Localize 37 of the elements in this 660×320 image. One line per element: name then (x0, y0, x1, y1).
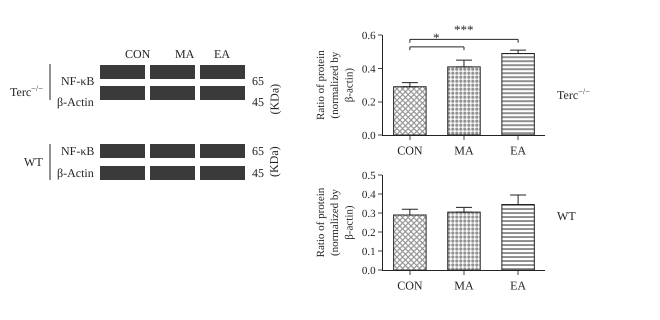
text: WT (24, 155, 44, 169)
y-tick-label: 0.4 (362, 63, 376, 76)
text: (KDa) (268, 84, 282, 114)
x-tick-label: MA (454, 278, 474, 292)
x-tick-label: CON (397, 278, 423, 292)
y-tick-label: 0.4 (362, 188, 376, 201)
y-tick-label: 0.0 (362, 130, 376, 142)
y-axis-title: Ratio of protein (normalized by β-actin) (314, 187, 356, 258)
y-tick-label: 0.3 (362, 208, 376, 220)
text: 65 (252, 74, 264, 88)
text: (KDa) (267, 146, 281, 177)
text: β-Actin (57, 166, 94, 180)
y-tick-label: 0.5 (362, 170, 376, 182)
text: WT (557, 209, 576, 223)
category-label: MA (175, 47, 195, 61)
text: NF-κB (61, 74, 94, 88)
text: β-Actin (57, 95, 94, 109)
y-tick-label: 0.0 (362, 264, 376, 277)
y-tick-label: 0.6 (362, 30, 376, 42)
y-tick-label: 0.1 (362, 246, 376, 258)
x-tick-label: EA (510, 143, 526, 158)
text: 45 (252, 95, 264, 109)
text: Terc$^{−/−}$ (557, 87, 590, 102)
y-tick-label: 0.2 (362, 226, 376, 239)
category-label: CON (125, 47, 151, 61)
text: NF-κB (61, 144, 94, 158)
x-tick-label: CON (397, 143, 423, 158)
y-axis-title: Ratio of protein (normalized by β-actin) (314, 50, 356, 120)
text: 65 (252, 144, 264, 158)
x-tick-label: MA (454, 143, 474, 158)
annotation: * (433, 30, 440, 45)
annotation: *** (454, 22, 474, 37)
text: Terc$^{−/−}$ (10, 84, 44, 100)
x-tick-label: EA (510, 278, 526, 292)
category-label: EA (214, 47, 230, 61)
y-tick-label: 0.2 (362, 96, 376, 109)
text: 45 (252, 166, 264, 180)
